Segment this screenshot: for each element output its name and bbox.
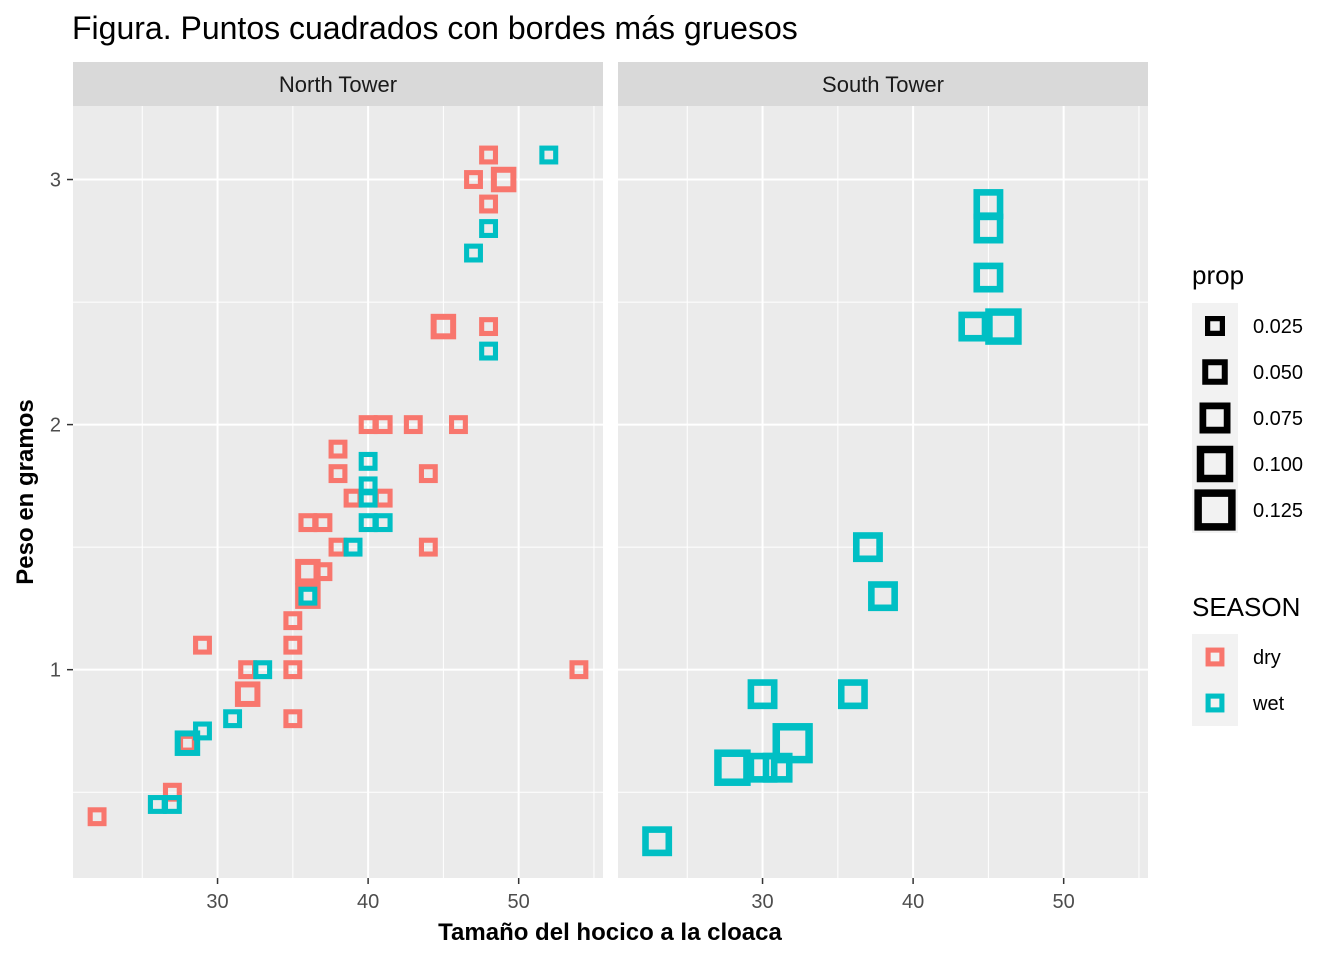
data-point-wet	[837, 679, 868, 710]
gridlines	[618, 106, 1148, 878]
data-point-dry	[464, 170, 483, 189]
data-point-dry	[403, 415, 423, 435]
x-tick-label: 30	[751, 891, 773, 913]
legend-color-label: dry	[1253, 647, 1281, 669]
data-point-wet	[868, 581, 898, 612]
legend-size-label: 0.125	[1253, 500, 1303, 522]
strip-south-tower	[618, 62, 1148, 106]
points-layer	[642, 189, 1022, 857]
data-point-dry	[418, 537, 438, 557]
data-point-dry	[313, 513, 333, 533]
data-point-dry	[87, 807, 107, 827]
data-point-dry	[193, 635, 212, 655]
data-point-wet	[373, 513, 393, 533]
legend-size-key	[1202, 359, 1228, 385]
data-point-dry	[283, 611, 303, 631]
data-point-wet	[464, 243, 483, 263]
y-axis-title: Peso en gramos	[12, 399, 39, 584]
data-point-wet	[162, 795, 182, 814]
data-point-dry	[479, 145, 499, 165]
strip-label-north-tower: North Tower	[279, 72, 397, 97]
data-point-wet	[539, 145, 559, 165]
data-point-dry	[313, 562, 333, 582]
legend-size-key	[1196, 445, 1234, 483]
data-point-dry	[479, 317, 499, 337]
legend-size-label: 0.075	[1253, 408, 1303, 430]
data-point-wet	[479, 219, 499, 238]
panel-background	[73, 106, 603, 878]
legend-title-season: SEASON	[1192, 592, 1300, 622]
data-point-wet	[358, 488, 378, 508]
x-tick-label: 40	[357, 891, 379, 913]
legend-size-key	[1194, 489, 1236, 531]
x-tick-label: 50	[508, 891, 530, 913]
data-point-dry	[283, 660, 303, 680]
data-point-wet	[747, 679, 778, 710]
data-point-dry	[479, 194, 499, 214]
data-point-dry	[328, 439, 348, 459]
gridlines	[73, 106, 603, 878]
data-point-dry	[449, 415, 468, 435]
data-point-wet	[973, 262, 1004, 293]
data-point-wet	[747, 752, 778, 783]
legend-size-key	[1199, 402, 1231, 434]
data-point-dry	[569, 660, 589, 680]
data-point-dry	[328, 464, 348, 484]
strip-label-south-tower: South Tower	[822, 72, 944, 97]
data-point-dry	[373, 415, 393, 435]
panel-background	[618, 106, 1148, 878]
strip-north-tower	[73, 62, 603, 106]
data-point-wet	[852, 532, 883, 563]
data-point-wet	[479, 341, 499, 361]
legend-color-key-dry	[1205, 647, 1225, 667]
x-tick-label: 40	[902, 891, 924, 913]
data-point-wet	[223, 709, 243, 729]
data-point-dry	[283, 709, 303, 729]
data-point-wet	[253, 660, 273, 680]
data-point-wet	[298, 586, 318, 606]
x-axis-title: Tamaño del hocico a la cloaca	[438, 919, 782, 946]
data-point-dry	[234, 681, 261, 707]
data-point-dry	[430, 313, 457, 340]
legend: prop 0.025 0.050 0.075 0.100 0.125 SEASON dr…	[1192, 260, 1303, 726]
data-point-wet	[642, 826, 673, 857]
y-tick-label: 2	[50, 415, 61, 437]
y-tick-label: 1	[50, 660, 61, 682]
legend-color-label: wet	[1252, 693, 1285, 715]
data-point-wet	[973, 213, 1004, 244]
data-point-dry	[295, 583, 321, 609]
chart-title: Figura. Puntos cuadrados con bordes más …	[72, 10, 798, 46]
points-layer	[87, 145, 589, 827]
data-point-dry	[418, 464, 438, 484]
legend-size-label: 0.050	[1253, 362, 1303, 384]
data-point-wet	[985, 308, 1022, 345]
legend-size-label: 0.025	[1253, 316, 1303, 338]
data-point-wet	[714, 749, 751, 786]
x-tick-label: 50	[1053, 891, 1075, 913]
axes: 30 40 50 30 40 50 1 2 3	[50, 170, 1075, 913]
legend-title-prop: prop	[1192, 260, 1244, 290]
data-point-wet	[343, 537, 363, 557]
data-point-wet	[958, 311, 989, 342]
data-point-wet	[358, 451, 378, 471]
legend-color-key-wet	[1205, 693, 1225, 713]
panel-north-tower: North Tower	[73, 62, 603, 878]
y-tick-label: 3	[50, 170, 61, 192]
data-point-wet	[174, 730, 201, 756]
legend-size-label: 0.100	[1253, 454, 1303, 476]
x-tick-label: 30	[206, 891, 228, 913]
legend-size-key	[1205, 316, 1225, 336]
legend-color-keys: dry wet	[1205, 647, 1285, 715]
legend-size-keys: 0.025 0.050 0.075 0.100 0.125	[1194, 316, 1303, 531]
data-point-wet	[762, 752, 793, 783]
panel-south-tower: South Tower	[618, 62, 1148, 878]
data-point-dry	[283, 635, 303, 655]
data-point-wet	[772, 723, 813, 764]
data-point-dry	[490, 166, 517, 193]
